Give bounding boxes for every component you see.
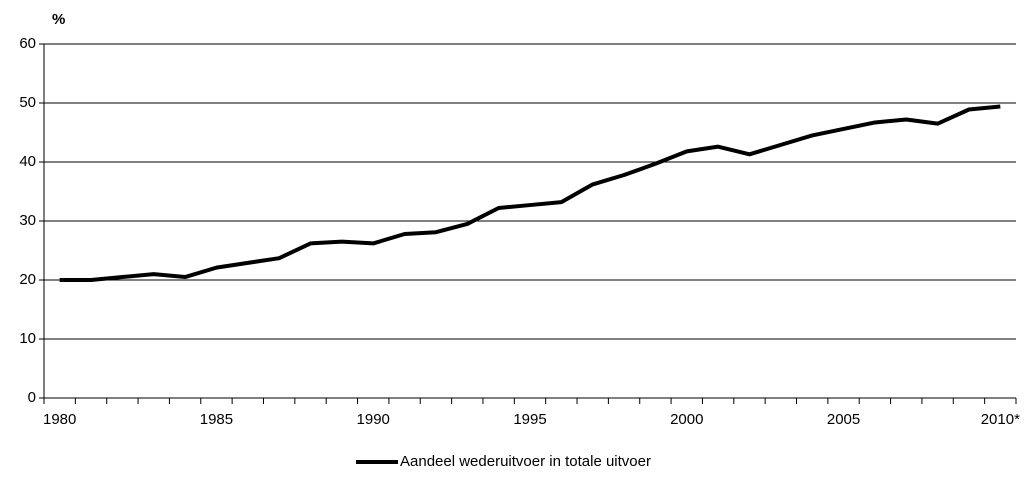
y-tick-label: 30 [19,212,36,229]
x-tick-label: 1980 [43,411,76,428]
x-tick-label: 2000 [670,411,703,428]
x-tick-label: 2010* [981,411,1020,428]
y-axis-label: % [52,11,65,28]
y-tick-label: 40 [19,153,36,170]
x-tick-label: 1995 [513,411,546,428]
y-tick-label: 60 [19,35,36,52]
x-tick-label: 1990 [357,411,390,428]
legend-label: Aandeel wederuitvoer in totale uitvoer [400,453,651,470]
y-tick-label: 10 [19,330,36,347]
x-tick-label: 2005 [827,411,860,428]
y-tick-label: 0 [28,389,36,406]
y-tick-label: 50 [19,94,36,111]
y-tick-label: 20 [19,271,36,288]
data-line [59,104,1001,282]
x-tick-label: 1985 [200,411,233,428]
